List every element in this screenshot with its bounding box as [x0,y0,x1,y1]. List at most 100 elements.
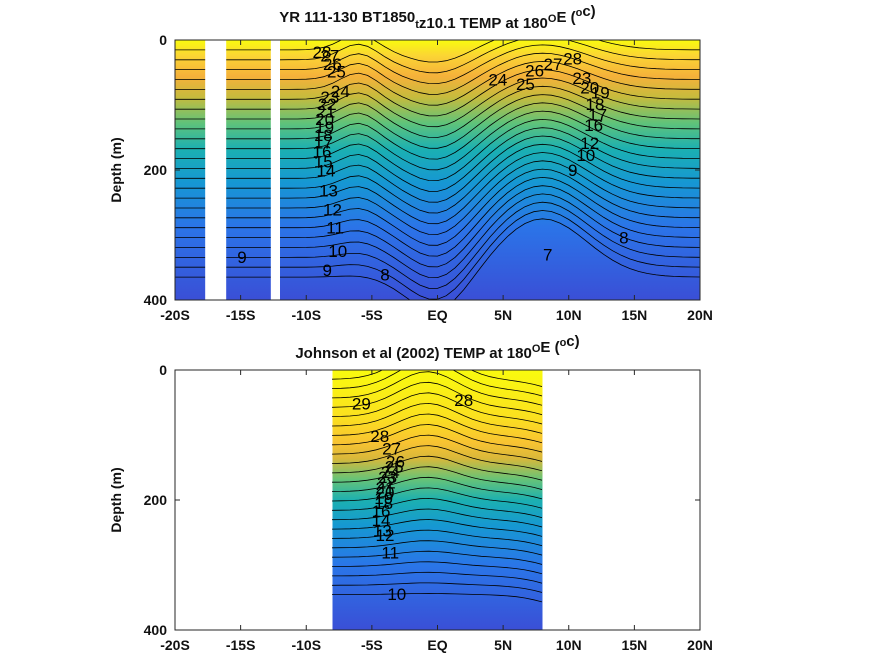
contour-line [332,392,542,425]
contour-label: 29 [352,395,371,414]
contour-line [175,60,700,106]
title-part: YR 111-130 BT1850 [279,9,415,26]
bottom-panel: 29 282827262524232221201918161413121110-2… [108,333,713,653]
contour-label: 23 [320,88,339,107]
contour-line [332,487,542,509]
contour-line [332,381,542,416]
contour-label: 17 [588,106,607,125]
contour-line [175,201,700,289]
contour-line [175,40,700,74]
contour-line [175,218,700,300]
contour-label: 24 [381,463,400,482]
contour-label: 8 [380,266,389,285]
title-part: E ( [540,339,559,356]
x-tick-label: -5S [361,637,383,653]
x-tick-label: -15S [226,637,256,653]
contour-line [332,497,542,519]
top-panel: 2827262524232221201918171615141312111099… [108,3,713,323]
contour-line [175,52,700,95]
contour-label: 21 [316,102,335,121]
title-part: t [415,19,419,31]
contour-line [175,160,700,235]
x-tick-label: -10S [291,307,321,323]
y-axis-label: Depth (m) [108,467,124,532]
y-tick-label: 0 [159,362,167,378]
contour-line [332,561,542,575]
contour-label: 10 [387,585,406,604]
contour-label: 11 [326,219,344,238]
contour-lines [175,40,700,300]
title-part: E ( [556,9,575,26]
contour-line [175,127,700,192]
x-tick-label: 5N [494,637,512,653]
contour-label: 18 [314,126,333,145]
contour-label: 19 [315,118,334,137]
contour-line [332,582,542,593]
contour-line [175,85,700,138]
contour-label: 12 [323,201,342,220]
contour-line [332,413,542,444]
contour-line [332,592,542,603]
contour-line [332,476,542,500]
x-tick-label: 5N [494,307,512,323]
x-tick-label: 20N [687,637,713,653]
x-tick-label: EQ [427,307,447,323]
x-tick-label: 10N [556,637,582,653]
y-tick-label: 200 [144,492,168,508]
title-part: o [560,337,567,349]
contour-line [175,102,700,160]
x-tick-label: 10N [556,307,582,323]
contour-line [332,434,542,462]
contour-label: 9 [323,261,332,280]
title-part: O [548,13,557,25]
contour-line [175,135,700,203]
contour-line [332,508,542,528]
contour-label: 16 [584,116,603,135]
contour-label: 22 [377,473,396,492]
contour-line [332,550,542,565]
contour-line [332,466,542,490]
contour-label: 14 [316,162,335,181]
contour-line [175,152,700,225]
contour-line [175,118,700,182]
x-tick-label: 20N [687,307,713,323]
contour-label: 28 [563,50,582,69]
contour-label: 8 [619,228,628,247]
contour-line [175,40,700,63]
contour-line [332,402,542,434]
contour-label: 7 [543,245,552,264]
x-tick-label: -5S [361,307,383,323]
x-tick-label: -15S [226,307,256,323]
contour-label: 22 [318,95,337,114]
contour-line [332,445,542,472]
contour-label: 27 [320,46,339,65]
y-tick-label: 200 [144,162,168,178]
y-axis-label: Depth (m) [108,137,124,202]
chart-title: Johnson et al (2002) TEMP at 180OE (oc) [295,333,579,362]
contour-label: 27 [382,440,401,459]
contour-line [332,571,542,584]
contour-line [175,69,700,117]
missing-data-band [270,40,280,300]
contour-label: 19 [591,84,610,103]
contour-label: 16 [313,143,332,162]
contour-line [175,44,700,85]
contour-label: 18 [586,95,605,114]
y-tick-label: 0 [159,32,167,48]
title-part: O [532,343,541,355]
title-part: o [576,7,583,19]
contour-label: 15 [314,152,333,171]
contour-label: 10 [328,242,347,261]
contour-label: 28 [370,427,389,446]
contour-label: 10 [576,146,595,165]
contour-label: 28 [454,391,473,410]
contour-label: 23 [378,468,397,487]
contour-label: 26 [386,453,405,472]
title-part: c) [582,3,595,20]
contour-line [175,94,700,149]
contour-label: 25 [327,63,346,82]
contour-line [332,424,542,453]
contour-line [175,176,700,257]
contour-line [175,193,700,279]
